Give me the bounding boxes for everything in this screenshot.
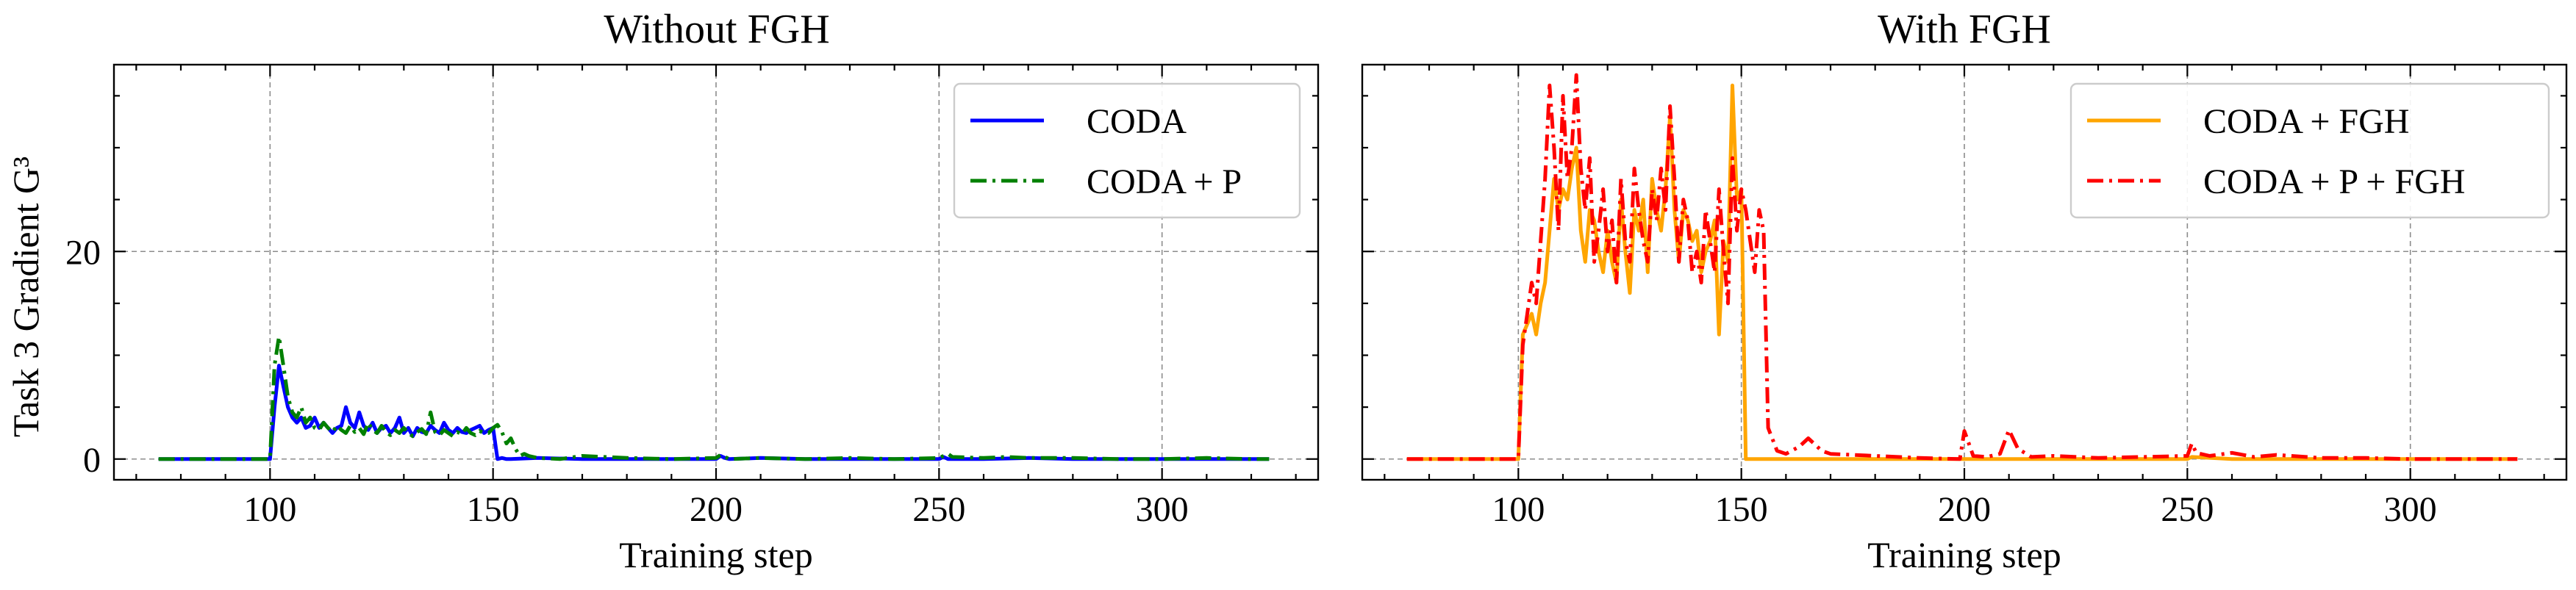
panel-with-fgh: With FGH 100 150 200 250 300 Training step C… [1361, 7, 2568, 575]
x-tick-label: 100 [243, 490, 296, 529]
x-axis-label: Training step [1867, 534, 2061, 575]
legend-label: CODA + FGH [2203, 102, 2409, 141]
legend-label: CODA + P + FGH [2203, 162, 2465, 201]
series-line-coda [158, 364, 1270, 461]
legend: CODA CODA + P [953, 82, 1301, 219]
series-line-coda-fgh [1406, 83, 2518, 461]
x-tick-labels: 100 150 200 250 300 [243, 490, 1188, 529]
axis-ticks [1362, 65, 2566, 480]
y-tick-labels: 0 20 [65, 233, 101, 480]
legend-label: CODA + P [1087, 162, 1242, 201]
legend: CODA + FGH CODA + P + FGH [2069, 82, 2550, 219]
x-tick-label: 150 [1715, 490, 1768, 529]
x-tick-label: 150 [467, 490, 520, 529]
panel-title: Without FGH [604, 7, 829, 52]
axis-ticks [114, 65, 1318, 480]
series-line-coda-p-fgh [1406, 73, 2518, 461]
y-tick-label: 0 [83, 441, 101, 480]
series-line-coda-p [158, 334, 1270, 461]
y-tick-label: 20 [65, 233, 101, 272]
x-tick-label: 200 [1938, 490, 1991, 529]
x-tick-label: 200 [690, 490, 743, 529]
series-layer [1406, 73, 2518, 461]
x-tick-label: 300 [1136, 490, 1189, 529]
x-tick-label: 250 [912, 490, 965, 529]
x-tick-labels: 100 150 200 250 300 [1492, 490, 2436, 529]
y-axis-label: Task 3 Gradient G³ [5, 157, 46, 437]
panel-title: With FGH [1878, 7, 2051, 52]
x-tick-label: 100 [1492, 490, 1545, 529]
legend-box [953, 82, 1301, 219]
x-tick-label: 250 [2161, 490, 2214, 529]
panel-without-fgh: Without FGH 100 150 200 250 300 0 20 Training… [65, 7, 1320, 575]
series-layer [158, 334, 1270, 461]
x-axis-label: Training step [619, 534, 812, 575]
legend-label: CODA [1087, 102, 1187, 141]
legend-box [2069, 82, 2550, 219]
x-tick-label: 300 [2384, 490, 2437, 529]
